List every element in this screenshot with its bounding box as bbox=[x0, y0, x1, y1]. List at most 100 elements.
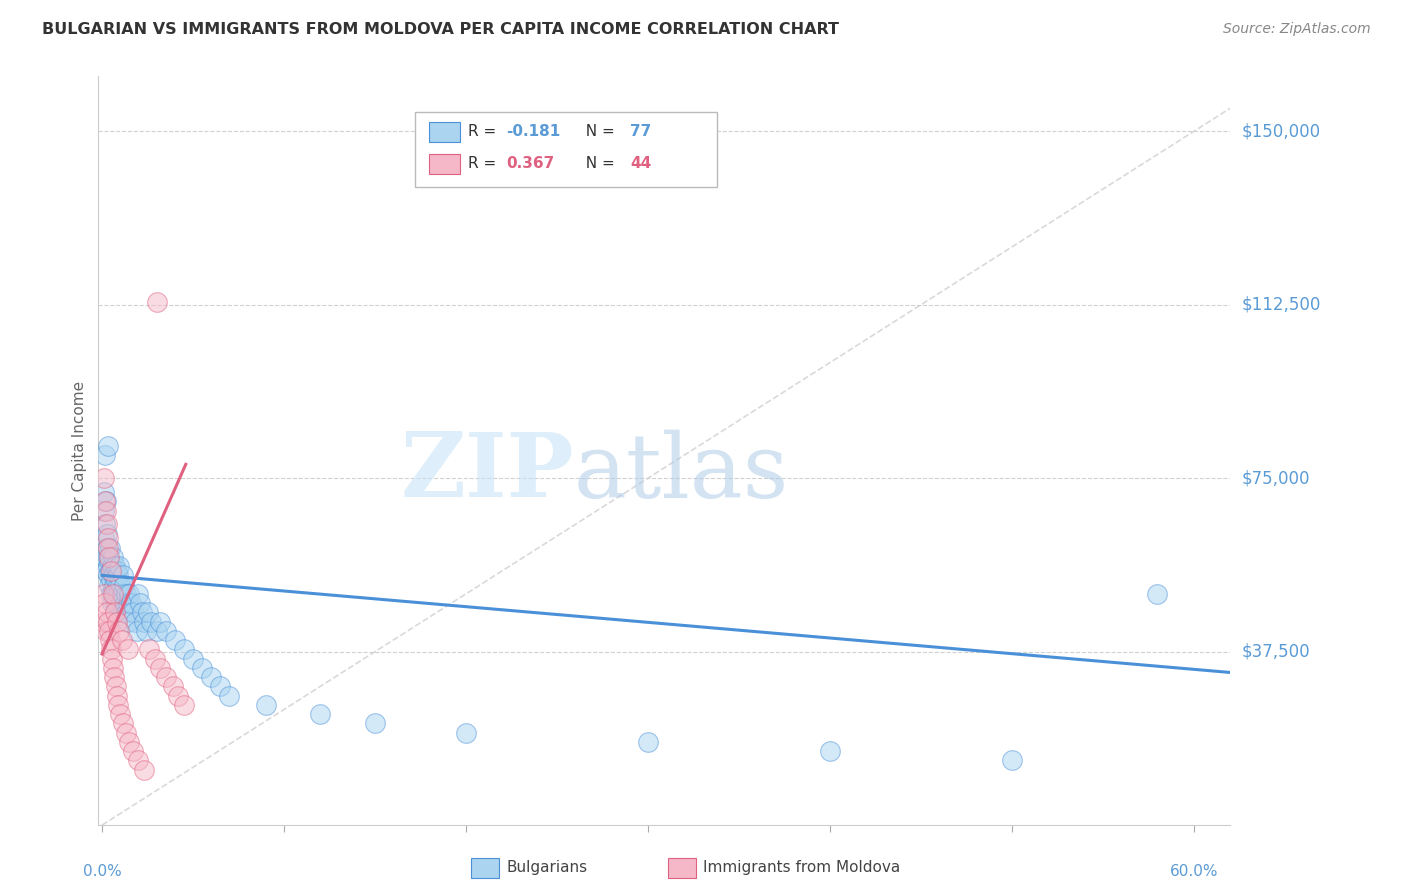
Point bbox=[101, 559, 124, 574]
Point bbox=[104, 596, 127, 610]
Point bbox=[93, 532, 115, 546]
Text: 0.0%: 0.0% bbox=[83, 864, 121, 879]
Point bbox=[105, 587, 128, 601]
Point bbox=[155, 670, 177, 684]
Point bbox=[111, 633, 134, 648]
Point bbox=[209, 679, 232, 693]
Point bbox=[173, 698, 195, 712]
Point bbox=[105, 596, 128, 610]
Text: R =: R = bbox=[468, 124, 502, 138]
Text: 44: 44 bbox=[630, 156, 651, 170]
Point bbox=[97, 541, 120, 555]
Point bbox=[96, 605, 118, 619]
Point bbox=[114, 596, 136, 610]
Text: $75,000: $75,000 bbox=[1241, 469, 1310, 487]
Point bbox=[1001, 753, 1024, 767]
Point bbox=[115, 605, 138, 619]
Point bbox=[141, 615, 163, 629]
Point bbox=[118, 735, 141, 749]
Point bbox=[105, 564, 128, 578]
Point bbox=[122, 744, 145, 758]
Point bbox=[104, 573, 127, 587]
Text: $37,500: $37,500 bbox=[1241, 642, 1310, 661]
Point bbox=[94, 448, 117, 462]
Point bbox=[127, 753, 149, 767]
Text: atlas: atlas bbox=[574, 429, 789, 516]
Point bbox=[105, 615, 128, 629]
Point bbox=[254, 698, 277, 712]
Point bbox=[98, 554, 121, 568]
Point bbox=[96, 526, 118, 541]
Point bbox=[97, 439, 120, 453]
Point bbox=[107, 698, 129, 712]
Point bbox=[100, 596, 122, 610]
Point bbox=[143, 651, 166, 665]
Point bbox=[124, 615, 146, 629]
Text: 60.0%: 60.0% bbox=[1170, 864, 1218, 879]
Point bbox=[114, 725, 136, 739]
Text: $150,000: $150,000 bbox=[1241, 122, 1320, 140]
Point bbox=[118, 587, 141, 601]
Point bbox=[122, 605, 145, 619]
Point bbox=[167, 689, 190, 703]
Point bbox=[100, 564, 122, 578]
Point bbox=[136, 605, 159, 619]
Point bbox=[135, 624, 157, 638]
Text: 77: 77 bbox=[630, 124, 651, 138]
Point bbox=[100, 573, 122, 587]
Point bbox=[132, 763, 155, 777]
Point bbox=[145, 624, 167, 638]
Point bbox=[96, 549, 118, 564]
Text: ZIP: ZIP bbox=[401, 429, 574, 516]
Point bbox=[97, 559, 120, 574]
Point bbox=[111, 587, 134, 601]
Point bbox=[94, 564, 117, 578]
Point bbox=[125, 624, 148, 638]
Point bbox=[110, 707, 132, 722]
Point bbox=[129, 596, 152, 610]
Point bbox=[138, 642, 160, 657]
Point bbox=[117, 642, 139, 657]
Point bbox=[818, 744, 841, 758]
Point bbox=[191, 661, 214, 675]
Point bbox=[162, 679, 184, 693]
Point bbox=[104, 605, 127, 619]
Text: Immigrants from Moldova: Immigrants from Moldova bbox=[703, 860, 900, 874]
Point bbox=[103, 670, 125, 684]
Point bbox=[93, 503, 115, 517]
Point bbox=[1146, 587, 1168, 601]
Text: $112,500: $112,500 bbox=[1241, 296, 1320, 314]
Point bbox=[120, 596, 142, 610]
Point bbox=[108, 624, 131, 638]
Point bbox=[96, 517, 118, 532]
Point bbox=[364, 716, 387, 731]
Text: BULGARIAN VS IMMIGRANTS FROM MOLDOVA PER CAPITA INCOME CORRELATION CHART: BULGARIAN VS IMMIGRANTS FROM MOLDOVA PER… bbox=[42, 22, 839, 37]
Point bbox=[110, 577, 132, 591]
Point bbox=[97, 568, 120, 582]
Text: -0.181: -0.181 bbox=[506, 124, 561, 138]
Point bbox=[104, 679, 127, 693]
Point bbox=[173, 642, 195, 657]
Point bbox=[104, 559, 127, 574]
Point bbox=[101, 549, 124, 564]
Point bbox=[97, 615, 120, 629]
Point bbox=[107, 568, 129, 582]
Point bbox=[94, 624, 117, 638]
Point bbox=[101, 651, 124, 665]
Point bbox=[155, 624, 177, 638]
Point bbox=[93, 485, 115, 500]
Text: 0.367: 0.367 bbox=[506, 156, 554, 170]
Text: Bulgarians: Bulgarians bbox=[506, 860, 588, 874]
Point bbox=[181, 651, 204, 665]
Point bbox=[96, 532, 118, 546]
Text: R =: R = bbox=[468, 156, 502, 170]
Point bbox=[100, 642, 122, 657]
Point bbox=[98, 541, 121, 555]
Point bbox=[98, 577, 121, 591]
Point bbox=[127, 587, 149, 601]
Point bbox=[103, 577, 125, 591]
Point bbox=[149, 615, 172, 629]
Point bbox=[94, 596, 117, 610]
Point bbox=[149, 661, 172, 675]
Point bbox=[637, 735, 659, 749]
